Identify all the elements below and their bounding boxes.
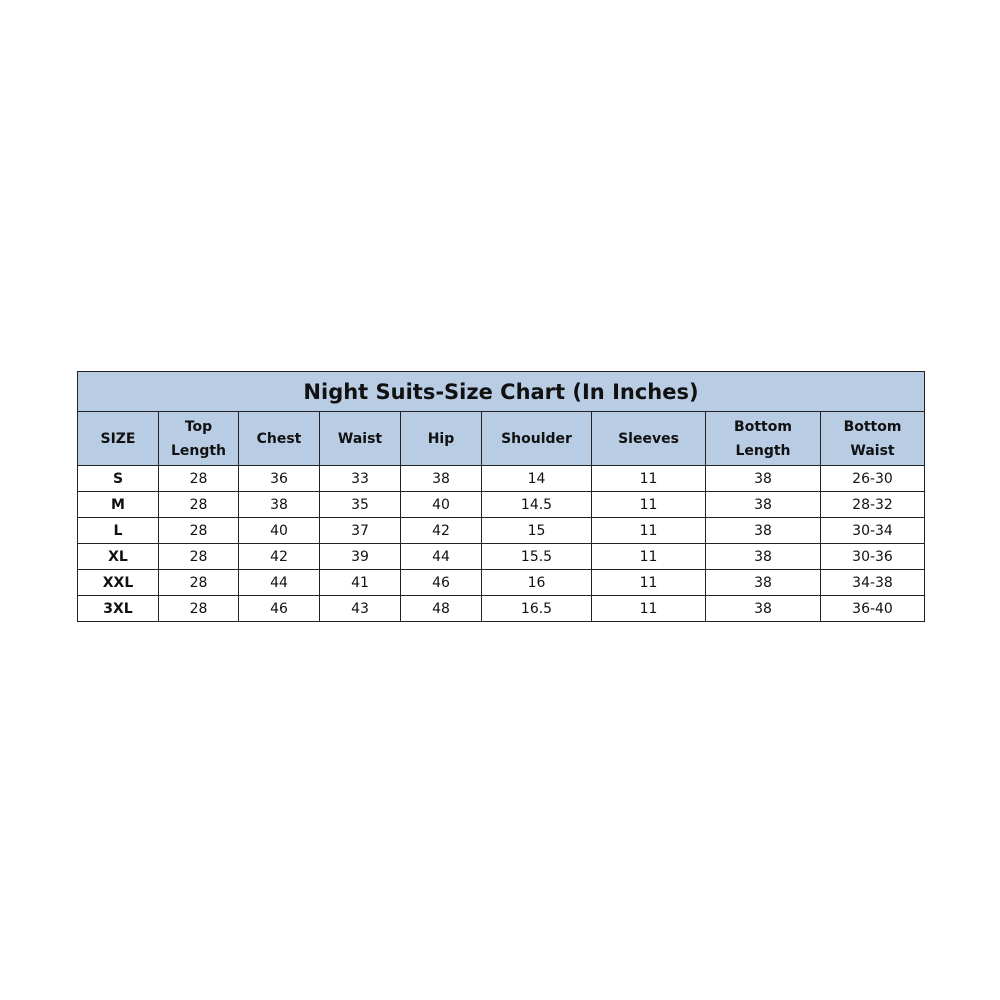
value-cell: 41: [319, 569, 401, 596]
size-chart-table: Night Suits-Size Chart (In Inches) SIZE T…: [76, 371, 926, 622]
value-cell: 37: [319, 517, 401, 544]
column-header: Chest: [238, 411, 320, 466]
value-cell: 40: [400, 491, 482, 518]
value-cell: 38: [238, 491, 320, 518]
value-cell: 26-30: [819, 465, 926, 492]
column-header: Waist: [319, 411, 401, 466]
table-title: Night Suits-Size Chart (In Inches): [76, 371, 926, 412]
column-header: Bottom Length: [705, 411, 821, 466]
value-cell: 16: [481, 569, 592, 596]
column-header: Sleeves: [591, 411, 706, 466]
table-row: XXL 28 44 41 46 16 11 38 34-38: [77, 569, 926, 596]
value-cell: 46: [238, 595, 320, 622]
table-row: M 28 38 35 40 14.5 11 38 28-32: [77, 491, 926, 518]
table-body: S 28 36 33 38 14 11 38 26-30 M 28 38 35 40 14.5 11 38 28-…: [77, 465, 926, 622]
value-cell: 44: [400, 543, 482, 570]
value-cell: 38: [705, 543, 821, 570]
value-cell: 16.5: [481, 595, 592, 622]
size-cell: XXL: [77, 569, 159, 596]
size-cell: L: [77, 517, 159, 544]
value-cell: 30-36: [819, 543, 926, 570]
value-cell: 43: [319, 595, 401, 622]
value-cell: 11: [591, 517, 706, 544]
value-cell: 28: [158, 543, 239, 570]
value-cell: 39: [319, 543, 401, 570]
value-cell: 28: [158, 465, 239, 492]
value-cell: 33: [319, 465, 401, 492]
size-cell: M: [77, 491, 159, 518]
value-cell: 42: [238, 543, 320, 570]
value-cell: 38: [705, 491, 821, 518]
column-header: Bottom Waist: [819, 411, 926, 466]
size-cell: XL: [77, 543, 159, 570]
table-row: L 28 40 37 42 15 11 38 30-34: [77, 517, 926, 544]
value-cell: 34-38: [819, 569, 926, 596]
value-cell: 35: [319, 491, 401, 518]
value-cell: 11: [591, 569, 706, 596]
value-cell: 28: [158, 569, 239, 596]
value-cell: 11: [591, 465, 706, 492]
column-header: Shoulder: [481, 411, 592, 466]
value-cell: 44: [238, 569, 320, 596]
size-cell: 3XL: [77, 595, 159, 622]
value-cell: 11: [591, 491, 706, 518]
value-cell: 38: [705, 517, 821, 544]
value-cell: 28: [158, 595, 239, 622]
value-cell: 42: [400, 517, 482, 544]
value-cell: 38: [705, 465, 821, 492]
value-cell: 38: [705, 595, 821, 622]
value-cell: 38: [705, 569, 821, 596]
value-cell: 46: [400, 569, 482, 596]
table-row: S 28 36 33 38 14 11 38 26-30: [77, 465, 926, 492]
column-header: SIZE: [77, 411, 159, 466]
value-cell: 14.5: [481, 491, 592, 518]
value-cell: 38: [400, 465, 482, 492]
value-cell: 36: [238, 465, 320, 492]
table-row: 3XL 28 46 43 48 16.5 11 38 36-40: [77, 595, 926, 622]
value-cell: 15.5: [481, 543, 592, 570]
size-cell: S: [77, 465, 159, 492]
value-cell: 11: [591, 543, 706, 570]
table-row: XL 28 42 39 44 15.5 11 38 30-36: [77, 543, 926, 570]
value-cell: 11: [591, 595, 706, 622]
value-cell: 30-34: [819, 517, 926, 544]
column-header: Top Length: [158, 411, 239, 466]
value-cell: 48: [400, 595, 482, 622]
value-cell: 36-40: [819, 595, 926, 622]
column-header: Hip: [400, 411, 482, 466]
value-cell: 28: [158, 517, 239, 544]
header-row: SIZE Top Length Chest Waist Hip Shoulder Sleeve…: [77, 411, 926, 466]
value-cell: 14: [481, 465, 592, 492]
value-cell: 15: [481, 517, 592, 544]
value-cell: 40: [238, 517, 320, 544]
value-cell: 28-32: [819, 491, 926, 518]
value-cell: 28: [158, 491, 239, 518]
